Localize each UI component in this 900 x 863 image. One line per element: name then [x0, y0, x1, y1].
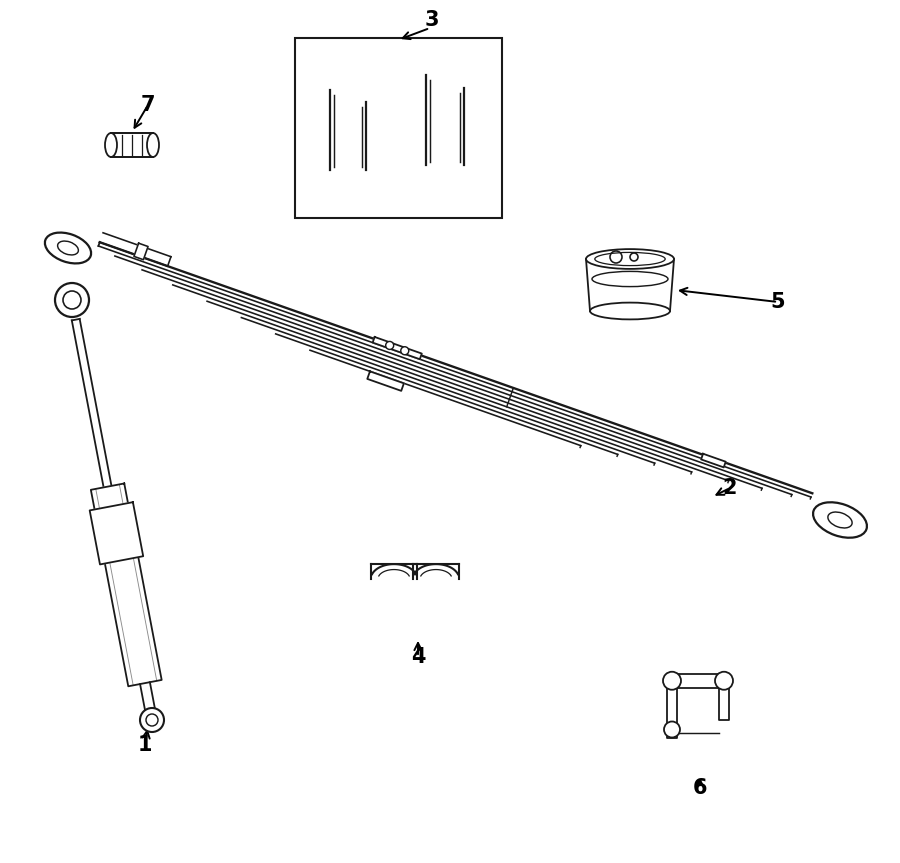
Polygon shape: [719, 688, 729, 720]
Ellipse shape: [105, 133, 117, 157]
Text: 4: 4: [410, 647, 425, 667]
Circle shape: [664, 721, 680, 738]
Ellipse shape: [813, 502, 867, 538]
Ellipse shape: [147, 133, 159, 157]
Ellipse shape: [590, 303, 670, 319]
Text: 1: 1: [138, 735, 152, 755]
Circle shape: [610, 251, 622, 263]
Polygon shape: [367, 371, 404, 391]
Polygon shape: [373, 337, 422, 359]
Bar: [295, 38, 502, 218]
Ellipse shape: [586, 249, 674, 269]
Polygon shape: [667, 688, 677, 738]
Polygon shape: [90, 502, 143, 564]
Circle shape: [140, 708, 164, 732]
Text: 3: 3: [425, 10, 439, 30]
Circle shape: [386, 342, 393, 350]
Circle shape: [55, 283, 89, 317]
Text: 2: 2: [723, 478, 737, 498]
Circle shape: [663, 671, 681, 690]
Polygon shape: [134, 243, 148, 260]
Ellipse shape: [45, 232, 91, 263]
Circle shape: [630, 253, 638, 261]
Circle shape: [715, 671, 733, 690]
Polygon shape: [701, 454, 725, 468]
Text: 5: 5: [770, 292, 786, 312]
Polygon shape: [667, 674, 729, 688]
Polygon shape: [91, 483, 162, 686]
Circle shape: [400, 347, 409, 355]
Text: 7: 7: [140, 95, 155, 115]
Text: 6: 6: [693, 778, 707, 798]
FancyBboxPatch shape: [111, 133, 153, 157]
